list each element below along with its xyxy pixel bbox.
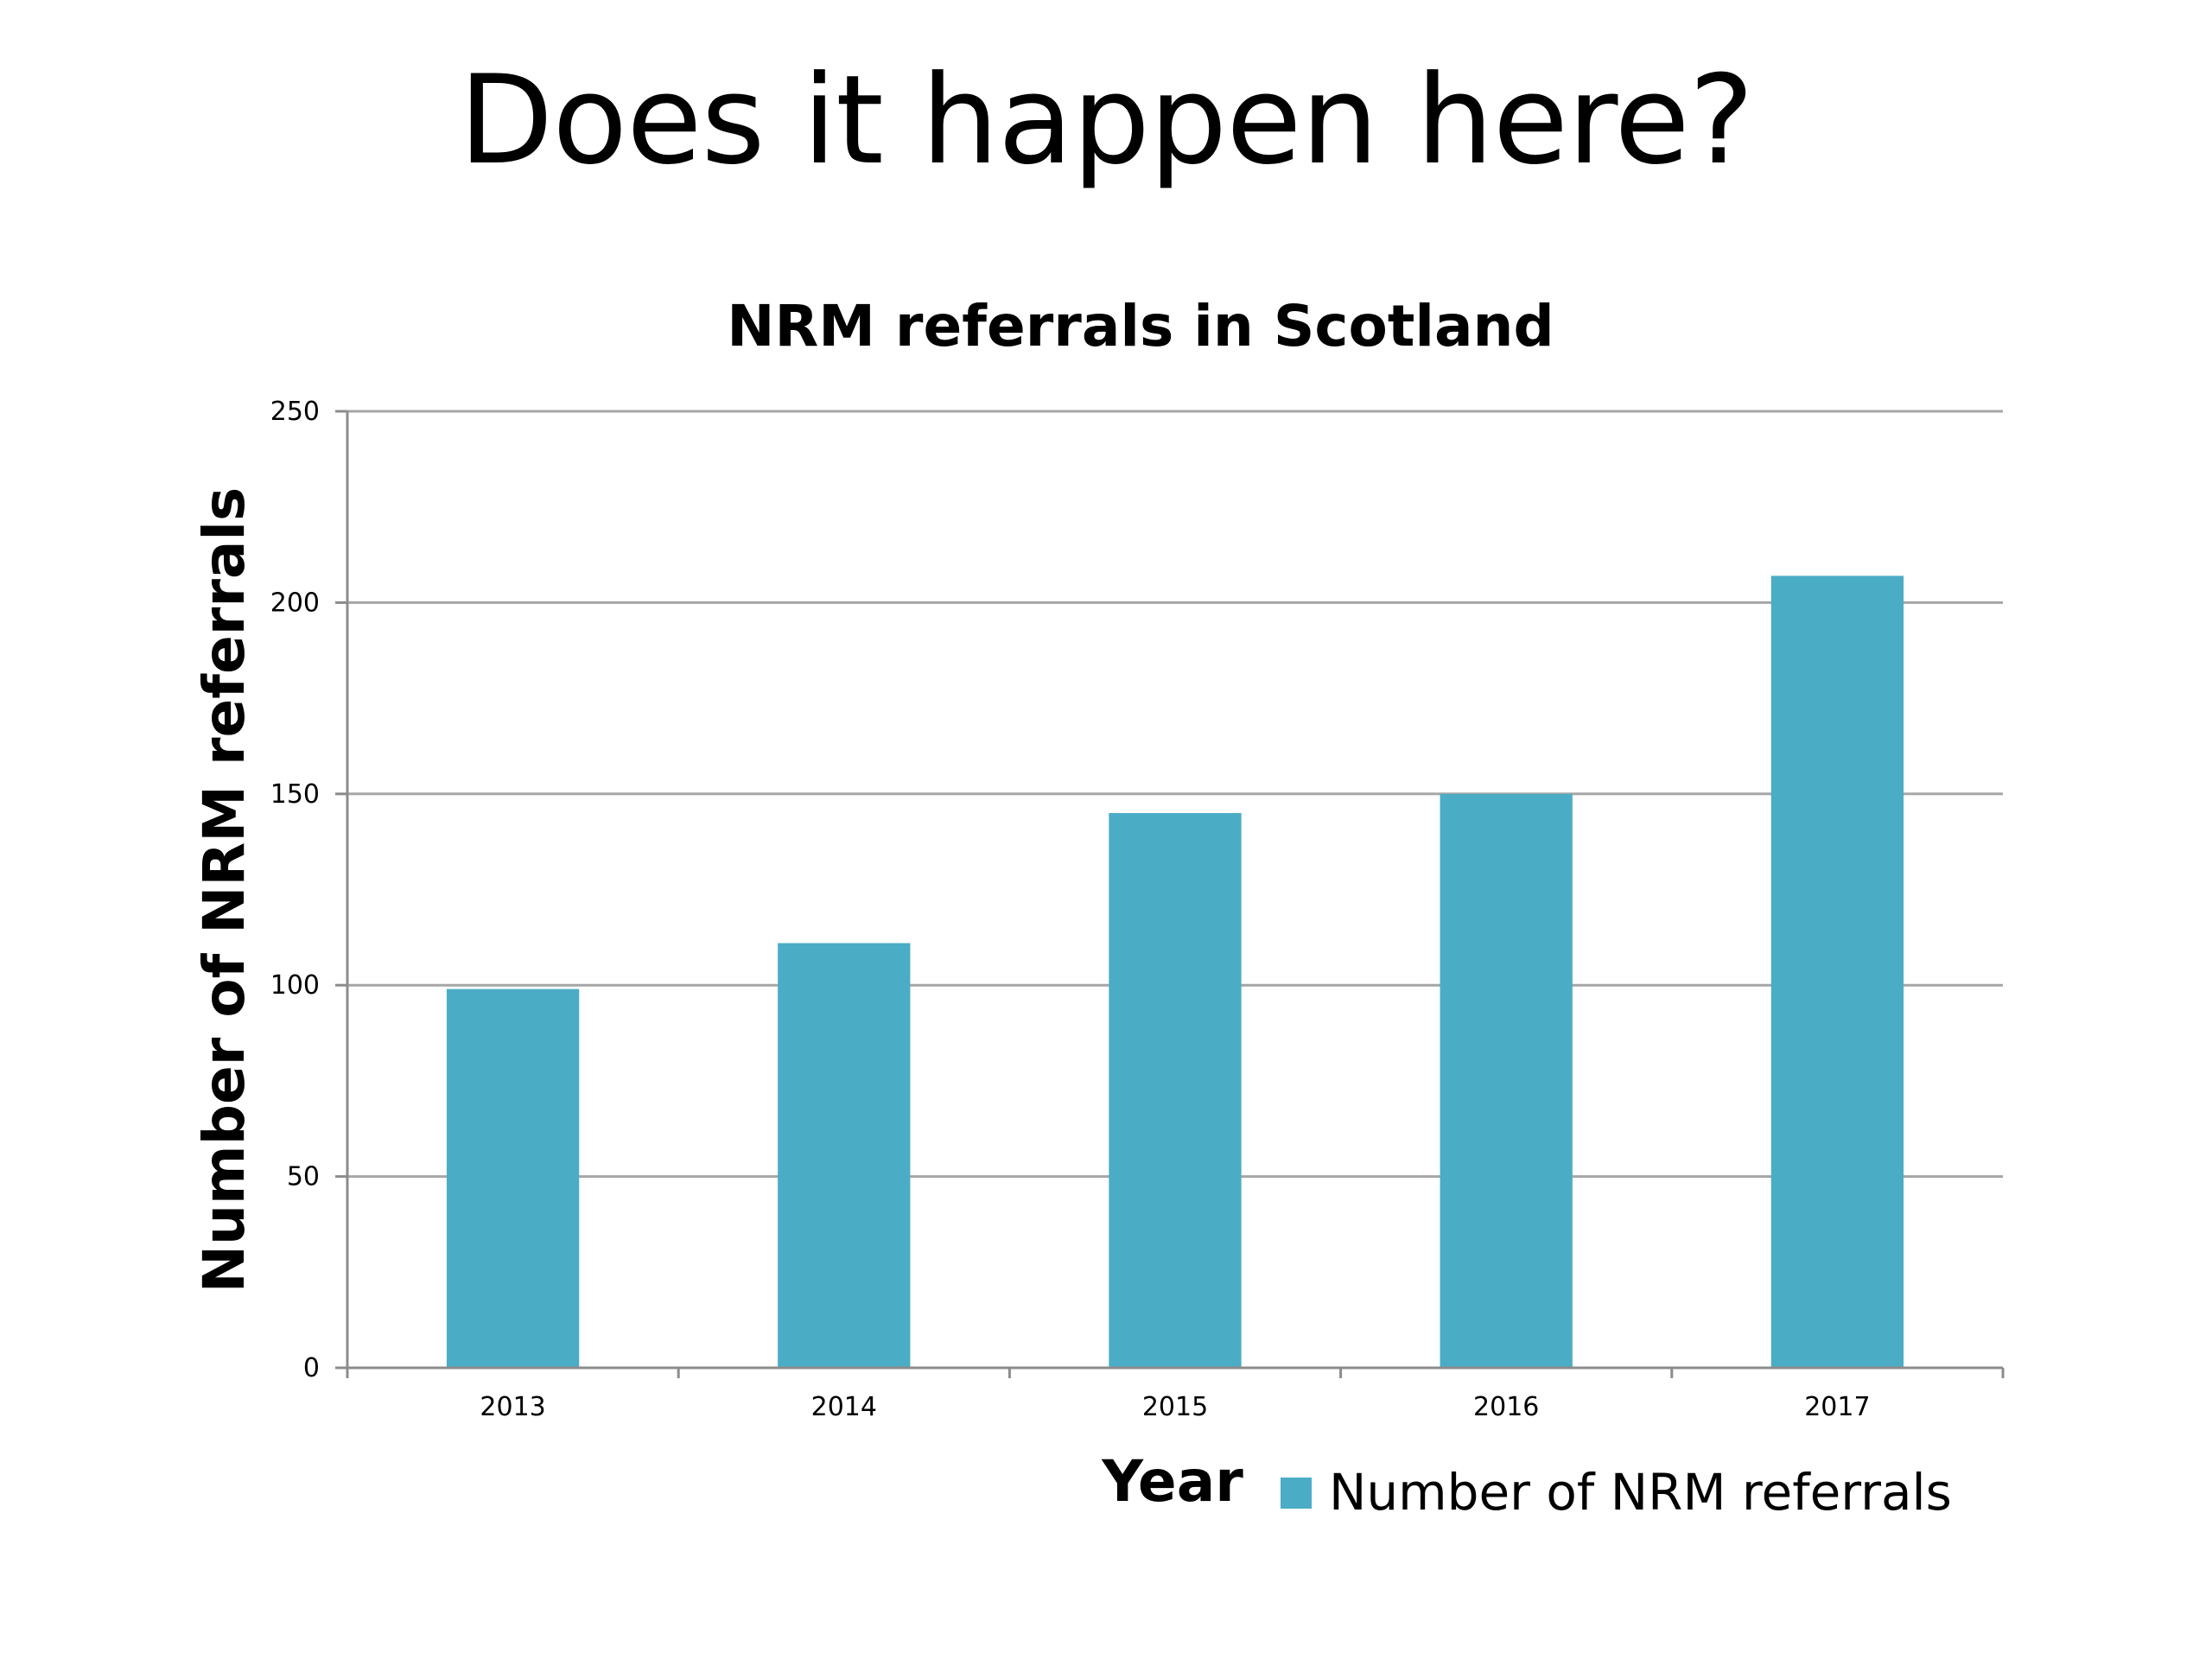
x-tick-label: 2015 bbox=[1142, 1392, 1208, 1422]
legend-label: Number of NRM referrals bbox=[1329, 1463, 1952, 1522]
y-tick-label: 250 bbox=[270, 397, 320, 427]
y-axis-ticks: 0 50 100 150 200 250 bbox=[270, 397, 347, 1383]
x-tick-label: 2014 bbox=[811, 1392, 877, 1422]
x-axis-ticks: 2013 2014 2015 2016 2017 bbox=[346, 1368, 2005, 1422]
y-tick-label: 0 bbox=[303, 1353, 320, 1383]
x-tick-label: 2013 bbox=[480, 1392, 545, 1422]
bar-2013 bbox=[446, 988, 580, 1368]
bar-2015 bbox=[1109, 812, 1242, 1368]
y-tick-label: 200 bbox=[270, 588, 320, 618]
y-axis-label: Number of NRM referrals bbox=[191, 487, 257, 1294]
y-tick-label: 50 bbox=[287, 1162, 320, 1192]
axes bbox=[346, 411, 2003, 1370]
legend-swatch bbox=[1281, 1478, 1312, 1509]
x-tick-label: 2016 bbox=[1473, 1392, 1539, 1422]
bar-2014 bbox=[778, 943, 911, 1368]
bars bbox=[446, 575, 1904, 1368]
slide-title: Does it happen here? bbox=[458, 49, 1754, 192]
y-tick-label: 100 bbox=[270, 970, 320, 1001]
x-axis-label: Year bbox=[1101, 1448, 1243, 1515]
legend: Number of NRM referrals bbox=[1281, 1463, 1952, 1522]
chart-title: NRM referrals in Scotland bbox=[727, 293, 1554, 359]
bar-2016 bbox=[1440, 793, 1573, 1368]
x-tick-label: 2017 bbox=[1804, 1392, 1870, 1422]
y-tick-label: 150 bbox=[270, 779, 320, 810]
bar-2017 bbox=[1770, 575, 1904, 1368]
